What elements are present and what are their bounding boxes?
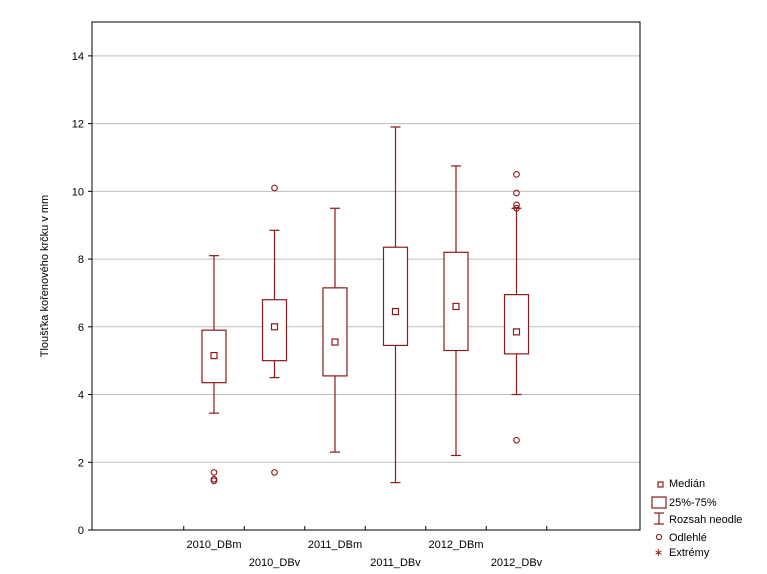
box-2012_DBm (443, 165, 469, 457)
legend: Medián 25%-75% Rozsah neodle Odlehlé ∗ E… (651, 478, 742, 559)
legend-extreme-icon: ∗ (654, 547, 663, 559)
box-2012_DBv (503, 171, 530, 444)
median-marker (452, 302, 460, 311)
x-tick-label: 2010_DBm (186, 539, 241, 551)
legend-median-label: Medián (669, 478, 705, 490)
median-marker (270, 323, 279, 331)
y-tick-label: 2 (78, 457, 84, 469)
iqr-box (201, 329, 227, 384)
y-tick-label: 6 (78, 322, 84, 334)
y-tick-label: 0 (78, 525, 84, 537)
legend-outlier-icon (655, 533, 663, 541)
outlier-point (271, 469, 278, 476)
legend-box-label: 25%-75% (669, 497, 717, 509)
x-tick-label: 2010_DBv (249, 557, 301, 569)
legend-median-icon (657, 481, 664, 488)
median-marker (512, 328, 521, 336)
box-series (201, 126, 530, 485)
iqr-box (382, 246, 409, 347)
x-tick-label: 2011_DBm (308, 539, 362, 551)
plot-frame (91, 21, 641, 531)
median-marker (210, 351, 218, 360)
x-tick-label: 2011_DBv (370, 557, 421, 569)
y-axis-title: Tloušťka kořenového krčku v mm (39, 195, 51, 357)
outlier-point (210, 469, 218, 476)
median-marker (331, 338, 339, 346)
x-axis-ticks: 2010_DBm 2010_DBv 2011_DBm 2011_DBv 2012_DBm… (183, 526, 548, 569)
legend-outlier-label: Odlehlé (669, 532, 707, 544)
y-tick-label: 10 (72, 186, 84, 198)
box-2011_DBv (382, 126, 409, 484)
iqr-box (443, 251, 469, 352)
outlier-point (513, 171, 520, 178)
y-tick-label: 4 (78, 390, 84, 402)
outlier-point (513, 201, 520, 209)
outlier-point (513, 436, 520, 444)
gridlines (92, 55, 640, 463)
y-axis-ticks: 0 2 4 6 8 10 12 14 (72, 51, 92, 537)
x-tick-label: 2012_DBv (491, 557, 543, 569)
box-2010_DBm (201, 255, 227, 485)
legend-extreme-label: Extrémy (669, 547, 710, 559)
outlier-point (271, 184, 278, 192)
y-tick-label: 14 (72, 51, 84, 63)
median-marker (391, 307, 400, 316)
iqr-box (503, 294, 530, 355)
legend-range-label: Rozsah neodle (669, 514, 742, 526)
y-tick-label: 8 (78, 254, 84, 266)
x-tick-label: 2012_DBm (428, 539, 483, 551)
y-tick-label: 12 (72, 119, 84, 131)
iqr-box (322, 287, 348, 377)
box-2010_DBv (261, 184, 288, 476)
outlier-point (210, 477, 218, 485)
outlier-point (513, 189, 520, 197)
legend-box-icon (651, 496, 667, 509)
outlier-point (513, 204, 520, 212)
box-2011_DBm (322, 207, 348, 453)
